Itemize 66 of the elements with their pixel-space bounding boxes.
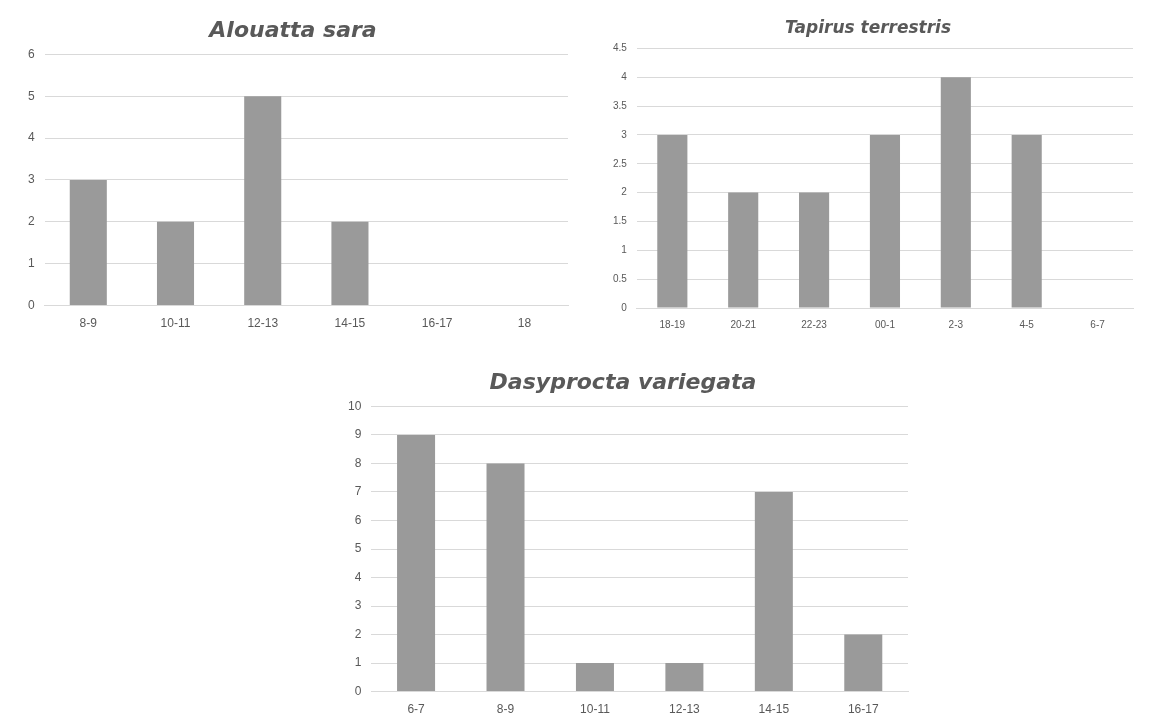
bar <box>940 77 971 308</box>
bar <box>728 192 759 308</box>
y-tick-label: 6 <box>27 46 35 61</box>
x-tick-label: 10-11 <box>580 702 611 717</box>
x-tick-label: 14-15 <box>758 702 790 717</box>
y-tick-label: 1 <box>621 244 628 256</box>
y-tick-label: 3 <box>354 598 362 613</box>
y-tick-label: 3 <box>27 172 35 187</box>
bar <box>156 221 195 306</box>
x-tick-label: 6-7 <box>407 702 426 717</box>
y-tick-label: 4 <box>354 569 362 584</box>
bar <box>844 634 883 692</box>
y-tick-label: 1.5 <box>613 215 628 227</box>
x-tick-label: 14-15 <box>334 316 366 331</box>
y-tick-label: 0.5 <box>613 272 628 284</box>
y-tick-label: 7 <box>354 484 362 499</box>
chart-title: Alouatta sara <box>207 16 377 42</box>
x-tick-label: 8-9 <box>496 702 515 717</box>
y-tick-label: 9 <box>354 427 362 442</box>
y-tick-label: 5 <box>354 541 362 556</box>
y-tick-label: 0 <box>27 297 35 312</box>
x-tick-label: 18-19 <box>659 318 686 330</box>
y-tick-label: 4 <box>27 130 35 145</box>
bar <box>244 96 282 306</box>
y-tick-label: 1 <box>354 655 362 670</box>
y-tick-label: 0 <box>354 683 362 698</box>
y-tick-label: 0 <box>621 301 628 313</box>
y-tick-label: 4 <box>621 70 628 82</box>
x-tick-label: 16-17 <box>847 702 879 717</box>
x-tick-label: 16-17 <box>421 316 453 331</box>
bar <box>799 192 830 308</box>
y-tick-label: 2 <box>27 214 35 229</box>
bar <box>397 434 436 692</box>
chart-title: Dasyprocta variegata <box>489 368 757 394</box>
y-tick-label: 2 <box>354 626 362 641</box>
y-tick-label: 2 <box>621 186 628 198</box>
x-tick-label: 18 <box>517 316 532 331</box>
bar <box>869 134 901 308</box>
x-tick-label: 8-9 <box>79 316 98 331</box>
chart-title: Tapirus terrestris <box>784 16 952 37</box>
bar <box>665 663 704 692</box>
bar <box>754 491 793 692</box>
y-tick-label: 3 <box>621 128 628 140</box>
y-tick-label: 3.5 <box>613 99 628 111</box>
bar <box>486 463 525 692</box>
y-tick-label: 8 <box>354 455 362 470</box>
bar <box>657 134 688 308</box>
x-tick-label: 10-11 <box>160 316 191 331</box>
x-tick-label: 12-13 <box>247 316 279 331</box>
y-tick-label: 6 <box>354 512 362 527</box>
y-tick-label: 1 <box>27 256 35 271</box>
bar <box>1011 134 1042 308</box>
bar <box>69 180 107 306</box>
x-tick-label: 20-21 <box>730 318 757 330</box>
x-tick-label: 00-1 <box>874 318 896 330</box>
x-tick-label: 4-5 <box>1019 318 1035 330</box>
x-tick-label: 6-7 <box>1090 318 1106 330</box>
x-tick-label: 12-13 <box>669 702 701 717</box>
x-tick-label: 22-23 <box>801 318 828 330</box>
y-tick-label: 10 <box>347 398 362 413</box>
y-tick-label: 2.5 <box>613 157 628 169</box>
x-tick-label: 2-3 <box>948 318 964 330</box>
y-tick-label: 5 <box>27 88 35 103</box>
y-tick-label: 4.5 <box>613 42 628 54</box>
bar <box>331 221 369 306</box>
bar <box>575 663 614 692</box>
